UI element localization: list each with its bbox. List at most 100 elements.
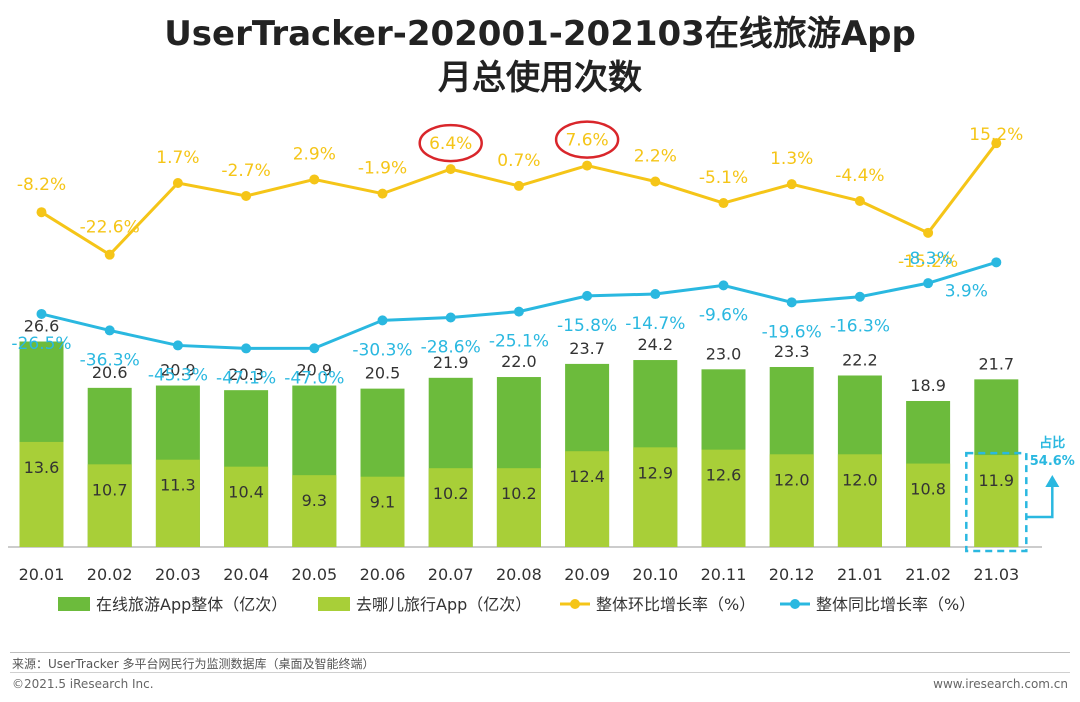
- bar-total-label: 21.7: [978, 354, 1014, 373]
- mom-growth-point: [786, 179, 797, 190]
- mom-growth-point: [377, 188, 388, 199]
- x-tick-label: 20.08: [496, 565, 542, 584]
- bar-qunar-20.06: [360, 476, 405, 547]
- copyright-text: ©2021.5 iResearch Inc.: [12, 677, 154, 691]
- bar-qunar-label: 11.9: [978, 471, 1014, 490]
- x-tick-label: 21.02: [905, 565, 951, 584]
- legend-yoy-swatch-dot: [790, 599, 800, 609]
- mom-growth-label: 7.6%: [565, 131, 608, 151]
- x-tick-label: 20.06: [360, 565, 406, 584]
- yoy-growth-point: [36, 308, 47, 319]
- bar-qunar-20.07: [428, 468, 473, 547]
- yoy-growth-point: [854, 291, 865, 302]
- bar-qunar-label: 10.7: [92, 480, 128, 499]
- chart-title-line1: UserTracker-202001-202103在线旅游App: [164, 14, 916, 54]
- mom-growth-label: -1.9%: [358, 159, 407, 179]
- bar-qunar-21.03: [974, 455, 1019, 547]
- bar-qunar-20.10: [633, 447, 678, 547]
- bar-qunar-20.02: [87, 464, 132, 547]
- mom-growth-point: [309, 174, 320, 185]
- bar-qunar-label: 11.3: [160, 476, 196, 495]
- bar-qunar-label: 12.9: [637, 463, 673, 482]
- bar-qunar-label: 12.6: [706, 466, 742, 485]
- share-label-title: 占比: [1039, 435, 1065, 451]
- yoy-growth-point: [104, 325, 115, 336]
- mom-growth-point: [172, 177, 183, 188]
- bar-total-label: 23.0: [706, 344, 742, 363]
- bar-qunar-label: 12.4: [569, 467, 605, 486]
- source-note: 来源：UserTracker 多平台网民行为监测数据库（桌面及智能终端）: [12, 657, 375, 671]
- bar-qunar-20.09: [565, 451, 610, 547]
- bar-qunar-20.05: [292, 475, 337, 547]
- x-tick-label: 20.07: [428, 565, 474, 584]
- bar-total-label: 26.6: [24, 317, 60, 336]
- bar-total-label: 23.3: [774, 342, 810, 361]
- mom-growth-point: [513, 180, 524, 191]
- bar-total-label: 20.3: [228, 365, 264, 384]
- chart-title: UserTracker-202001-202103在线旅游App 月总使用次数: [0, 12, 1080, 100]
- mom-growth-point: [854, 195, 865, 206]
- bar-total-label: 20.5: [365, 364, 401, 383]
- yoy-growth-label: -25.1%: [489, 332, 549, 352]
- x-tick-label: 20.05: [291, 565, 337, 584]
- mom-growth-point: [923, 227, 934, 238]
- bar-qunar-label: 13.6: [24, 458, 60, 477]
- bar-qunar-label: 9.1: [370, 493, 395, 512]
- x-tick-label: 20.02: [87, 565, 133, 584]
- yoy-growth-label: -47.0%: [284, 368, 344, 388]
- share-arrow-head: [1045, 475, 1060, 487]
- mom-growth-label: -22.6%: [80, 218, 140, 238]
- bar-qunar-label: 12.0: [774, 470, 810, 489]
- yoy-growth-point: [513, 306, 524, 317]
- x-tick-label: 20.04: [223, 565, 269, 584]
- mom-growth-point: [241, 190, 252, 201]
- bar-qunar-21.02: [906, 463, 951, 547]
- bar-total-label: 20.9: [296, 361, 332, 380]
- yoy-growth-label: 3.9%: [945, 281, 988, 301]
- bar-qunar-21.01: [837, 454, 882, 547]
- footer-divider: [10, 652, 1070, 653]
- yoy-growth-label: -30.3%: [352, 340, 412, 360]
- yoy-growth-label: -9.6%: [699, 305, 748, 325]
- bar-total-label: 24.2: [637, 335, 673, 354]
- x-tick-label: 20.01: [19, 565, 65, 584]
- mom-growth-label: 2.2%: [634, 147, 677, 167]
- x-tick-label: 20.11: [701, 565, 747, 584]
- yoy-growth-label: -47.1%: [216, 368, 276, 388]
- share-label-value: 54.6%: [1030, 454, 1075, 469]
- x-tick-label: 20.09: [564, 565, 610, 584]
- bar-qunar-label: 10.4: [228, 483, 264, 502]
- highlight-circle-20.07: [418, 123, 483, 163]
- mom-growth-label: 6.4%: [429, 134, 472, 154]
- x-tick-label: 21.03: [973, 565, 1019, 584]
- legend-mom-label: 整体环比增长率（%）: [596, 595, 755, 614]
- mom-growth-label: -5.1%: [699, 168, 748, 188]
- yoy-growth-point: [650, 289, 661, 300]
- legend-qunar-label: 去哪儿旅行App（亿次）: [356, 595, 531, 614]
- bar-qunar-20.12: [769, 454, 814, 547]
- mom-growth-label: -8.2%: [17, 175, 66, 195]
- bar-total-label: 21.9: [433, 353, 469, 372]
- mom-growth-label: 15.2%: [969, 125, 1023, 145]
- yoy-growth-point: [241, 343, 252, 354]
- yoy-growth-point: [582, 290, 593, 301]
- yoy-growth-point: [172, 340, 183, 351]
- mom-growth-label: -4.4%: [835, 166, 884, 186]
- bar-qunar-label: 10.8: [910, 480, 946, 499]
- share-arrow-path: [1026, 481, 1054, 519]
- yoy-growth-point: [309, 343, 320, 354]
- mom-growth-label: 0.7%: [497, 151, 540, 171]
- mom-growth-point: [582, 160, 593, 171]
- x-tick-label: 20.10: [632, 565, 678, 584]
- yoy-growth-point: [923, 278, 934, 289]
- bar-qunar-20.04: [224, 466, 269, 547]
- yoy-growth-point: [991, 257, 1002, 268]
- bar-qunar-label: 9.3: [302, 491, 327, 510]
- yoy-growth-point: [445, 312, 456, 323]
- share-highlight-box: [965, 451, 1028, 553]
- x-tick-label: 21.01: [837, 565, 883, 584]
- yoy-growth-label: -45.3%: [148, 365, 208, 385]
- mom-growth-point: [104, 249, 115, 260]
- mom-growth-label: 2.9%: [293, 144, 336, 164]
- mom-growth-point: [650, 176, 661, 187]
